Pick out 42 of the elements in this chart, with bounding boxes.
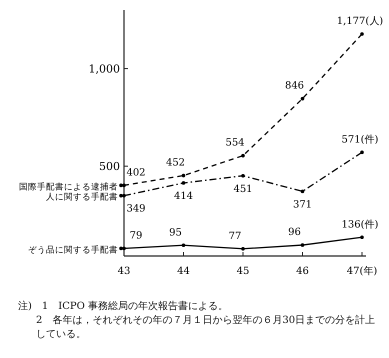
y-tick-label: 1,000: [88, 62, 120, 76]
data-label: 95: [169, 227, 182, 238]
y-tick-label: 500: [99, 160, 120, 174]
data-label: 96: [288, 227, 301, 238]
point: [122, 184, 126, 188]
data-label: 452: [166, 158, 186, 169]
point: [241, 154, 245, 158]
data-label: 79: [130, 230, 142, 242]
x-tick-label: 45: [236, 266, 250, 277]
data-label: 1,177(人): [336, 16, 384, 28]
point: [360, 32, 364, 36]
point: [182, 174, 186, 178]
data-label: 371: [292, 199, 312, 210]
data-label: 554: [225, 138, 245, 149]
point: [300, 190, 304, 194]
point: [360, 235, 364, 240]
point: [360, 150, 364, 154]
point: [300, 96, 304, 100]
data-label: 402: [126, 167, 146, 178]
data-label: 136(件): [342, 219, 379, 230]
data-label: 846: [284, 80, 304, 92]
point: [182, 181, 186, 185]
text: 注) 1 ICPO 事務総局の年次報告書による。: [18, 300, 229, 314]
x-tick-label: 43: [118, 266, 130, 277]
legend-label: 人に関する手配書: [46, 192, 118, 203]
x-tick-label: 46: [296, 266, 309, 277]
point: [300, 243, 304, 247]
legend-label: ぞう品に関する手配書: [28, 244, 118, 256]
x-tick-label: 47(年): [346, 265, 378, 277]
point: [122, 246, 126, 250]
data-label: 571(件): [342, 134, 379, 146]
point: [182, 243, 186, 248]
data-label: 77: [228, 230, 242, 242]
point: [241, 174, 245, 178]
data-label: 451: [233, 184, 253, 195]
text: 2 各年は，それぞれその年の７月１日から翌年の６月30日までの分を計上している。: [35, 314, 376, 342]
x-tick-label: 44: [177, 266, 190, 277]
point: [241, 246, 245, 251]
legend-label: 国際手配書による逮捕者: [19, 181, 118, 192]
data-label: 414: [174, 190, 194, 202]
data-label: 349: [126, 204, 146, 215]
point: [122, 194, 126, 198]
